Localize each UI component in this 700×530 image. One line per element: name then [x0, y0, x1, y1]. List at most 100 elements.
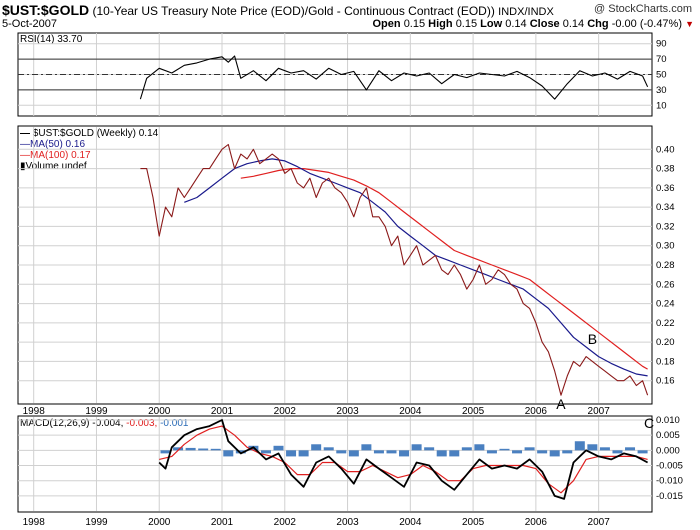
- x-tick-label-macd: 1998: [23, 517, 46, 528]
- series-layer: [18, 55, 652, 500]
- macd-histogram-bar: [562, 450, 573, 454]
- quote-close-label: Close: [529, 18, 560, 30]
- macd-histogram-bar: [223, 450, 234, 457]
- x-tick-label-macd: 2005: [462, 517, 485, 528]
- label-layer: 1998 1998 1999 1999 2000 2000 2001 2001 2002 2002…: [23, 39, 683, 528]
- macd-tick-label: 0.010: [656, 415, 680, 426]
- x-tick-label-macd: 1999: [85, 517, 108, 528]
- price-tick-label: 0.38: [656, 164, 675, 175]
- macd-histogram-bar: [637, 450, 648, 454]
- price-tick-label: 0.22: [656, 318, 675, 329]
- legend-ma50-text: MA(50) 0.16: [30, 139, 86, 150]
- macd-histogram-bar: [235, 450, 246, 454]
- legend-ma100-text: MA(100) 0.17: [30, 150, 91, 161]
- x-tick-label-macd: 2003: [336, 517, 359, 528]
- annotation-c: C: [644, 415, 654, 431]
- price-tick-label: 0.18: [656, 356, 675, 367]
- x-tick-label-price: 2005: [462, 406, 485, 417]
- rsi-tick-label: 30: [656, 85, 667, 96]
- rsi-tick-label: 70: [656, 54, 667, 65]
- quote-high-value: 0.15: [455, 18, 478, 30]
- macd-histogram-bar: [587, 444, 598, 451]
- macd-histogram-bar: [386, 450, 397, 454]
- volume-bars-icon: ▮: [20, 161, 26, 172]
- x-tick-label-macd: 2001: [211, 517, 234, 528]
- quote-open-label: Open: [372, 18, 401, 30]
- macd-histogram-bar: [612, 450, 623, 454]
- legend-price: — $UST:$GOLD (Weekly) 0.14: [20, 128, 159, 139]
- macd-value: -0.004,: [92, 418, 124, 429]
- x-tick-label-price: 2003: [336, 406, 359, 417]
- down-arrow-icon: ▼: [685, 19, 694, 29]
- macd-histogram-bar: [173, 447, 184, 451]
- macd-histogram-bar: [260, 450, 271, 454]
- x-tick-label-macd: 2000: [148, 517, 171, 528]
- x-tick-label-price: 1998: [23, 406, 46, 417]
- rsi-tick-label: 90: [656, 39, 667, 50]
- x-tick-label-macd: 2002: [274, 517, 297, 528]
- macd-tick-label: -0.010: [656, 476, 683, 487]
- x-tick-label-price: 2001: [211, 406, 234, 417]
- price-line: [140, 143, 649, 396]
- x-tick-label-price: 2006: [525, 406, 548, 417]
- price-tick-label: 0.32: [656, 221, 675, 232]
- ma50-line: [184, 158, 648, 377]
- x-tick-label-macd: 2004: [399, 517, 422, 528]
- macd-histogram-bar: [537, 450, 548, 454]
- quote-low-label: Low: [480, 18, 503, 30]
- chart-header-line1: $UST:$GOLD (10-Year US Treasury Note Pri…: [2, 2, 554, 18]
- macd-histogram-bar: [549, 450, 560, 457]
- price-tick-label: 0.40: [656, 144, 675, 155]
- price-tick-label: 0.36: [656, 183, 675, 194]
- macd-signal-line: [159, 425, 648, 494]
- macd-histogram-bar: [486, 450, 497, 454]
- price-tick-label: 0.28: [656, 260, 675, 271]
- macd-histogram-bar: [210, 448, 221, 451]
- grid-layer: [18, 33, 652, 511]
- quote-line: Open 0.15 High 0.15 Low 0.14 Close 0.14 …: [373, 18, 683, 30]
- macd-histogram-bar: [461, 447, 472, 451]
- macd-line: [158, 419, 649, 500]
- macd-tick-label: -0.005: [656, 461, 683, 472]
- x-tick-label-price: 2004: [399, 406, 422, 417]
- macd-histogram-bar: [512, 450, 523, 454]
- price-tick-label: 0.30: [656, 241, 675, 252]
- macd-histogram-bar: [286, 450, 297, 457]
- macd-histogram-bar: [361, 444, 372, 451]
- quote-close-value: 0.14: [562, 18, 585, 30]
- quote-open-value: 0.15: [403, 18, 426, 30]
- macd-histogram-bar: [348, 450, 359, 457]
- macd-histogram-bar: [499, 448, 510, 451]
- price-legend: — $UST:$GOLD (Weekly) 0.14 —MA(50) 0.16 …: [20, 128, 158, 172]
- date-label: 5-Oct-2007: [2, 18, 58, 30]
- macd-legend: MACD(12,26,9) -0.004, -0.003, -0.001: [20, 418, 188, 429]
- rsi-tick-label: 10: [656, 100, 667, 111]
- macd-tick-label: -0.015: [656, 491, 683, 502]
- x-tick-label-price: 2000: [148, 406, 171, 417]
- legend-volume-text: Volume undef: [25, 161, 87, 172]
- legend-volume: ▮Volume undef: [20, 161, 158, 172]
- ma100-line: [240, 168, 648, 370]
- macd-tick-label: 0.005: [656, 430, 680, 441]
- price-tick-label: 0.16: [656, 376, 675, 387]
- legend-price-text: $UST:$GOLD (Weekly) 0.14: [32, 128, 159, 139]
- x-tick-label-price: 2007: [588, 406, 611, 417]
- symbol-label: $UST:$GOLD: [2, 2, 90, 18]
- exchange-label: INDX/INDX: [498, 6, 554, 18]
- macd-histogram-bar: [185, 447, 196, 451]
- symbol-description: (10-Year US Treasury Note Price (EOD)/Go…: [92, 4, 495, 18]
- macd-panel-frame: [17, 415, 653, 513]
- macd-histogram-bar: [311, 444, 322, 451]
- macd-histogram-bar: [424, 447, 435, 451]
- x-tick-label-macd: 2007: [588, 517, 611, 528]
- rsi-legend: RSI(14) 33.70: [20, 34, 82, 45]
- price-tick-label: 0.20: [656, 337, 675, 348]
- macd-histogram-bar: [474, 444, 485, 451]
- macd-histogram-bar: [336, 450, 347, 454]
- rsi-line: [139, 55, 649, 100]
- quote-low-value: 0.14: [505, 18, 527, 30]
- macd-histogram-bar: [298, 450, 309, 457]
- macd-histogram-bar: [323, 447, 334, 451]
- macd-histogram-bar: [449, 450, 460, 457]
